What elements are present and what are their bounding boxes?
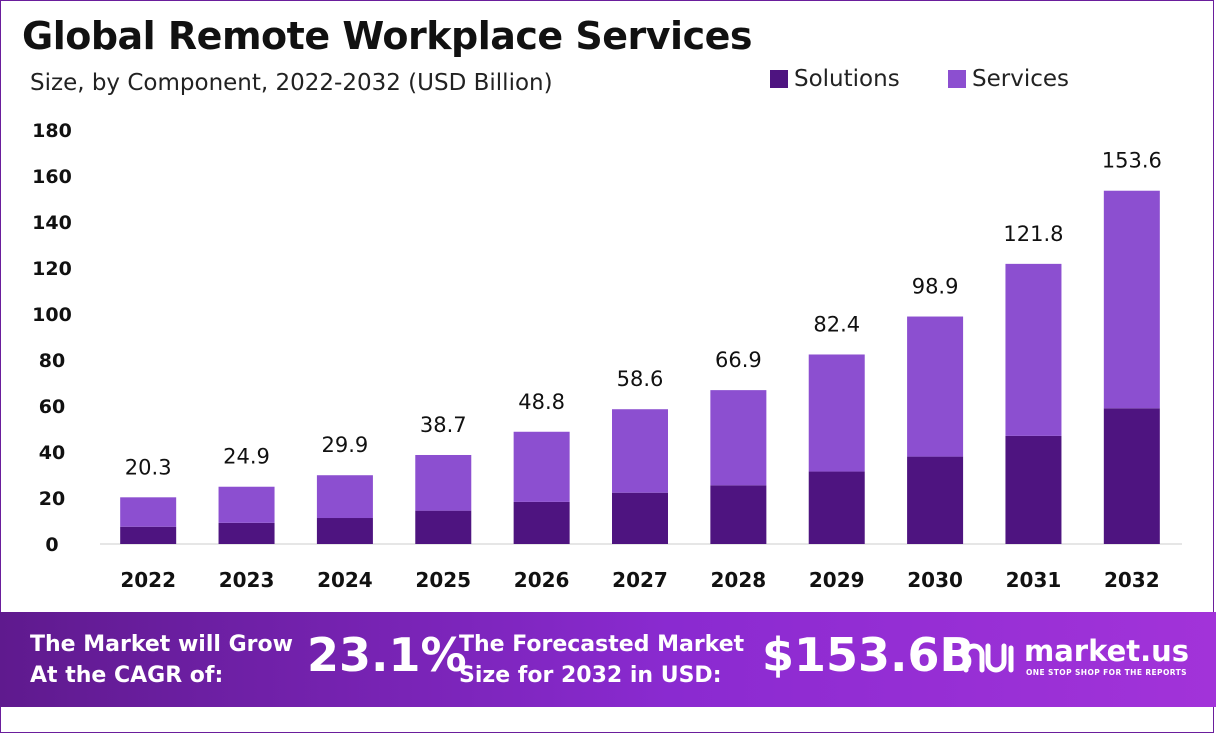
cagr-caption-line1: The Market will Grow bbox=[30, 632, 293, 657]
x-tick-label-2031: 2031 bbox=[1006, 568, 1062, 592]
brand-name: market.us bbox=[1024, 634, 1190, 668]
x-tick-label-2032: 2032 bbox=[1104, 568, 1160, 592]
bar-services-2027 bbox=[612, 409, 668, 493]
chart-title: Global Remote Workplace Services bbox=[22, 14, 753, 58]
legend-label-services: Services bbox=[972, 66, 1069, 92]
summary-banner: The Market will Grow At the CAGR of: 23.… bbox=[0, 612, 1216, 707]
bar-services-2023 bbox=[218, 486, 275, 523]
bar-services-2026 bbox=[513, 431, 570, 502]
cagr-caption-line2: At the CAGR of: bbox=[30, 663, 224, 688]
bar-services-2022 bbox=[120, 497, 177, 527]
bar-solutions-2025 bbox=[415, 510, 472, 544]
x-tick-label-2026: 2026 bbox=[514, 568, 570, 592]
bar-solutions-2032 bbox=[1103, 408, 1160, 544]
x-tick-label-2022: 2022 bbox=[120, 568, 176, 592]
legend-swatch-solutions bbox=[770, 70, 788, 88]
forecast-caption-line1: The Forecasted Market bbox=[459, 632, 745, 657]
bar-chart: 0 20 40 60 80 100 120 140 160 180 20.3 2022 24.9 2023… bbox=[32, 120, 1182, 592]
data-label-2022: 20.3 bbox=[125, 455, 172, 479]
bar-services-2025 bbox=[415, 454, 472, 511]
data-label-2030: 98.9 bbox=[912, 275, 959, 299]
bar-services-2031 bbox=[1005, 263, 1062, 436]
y-tick-label-120: 120 bbox=[32, 258, 72, 280]
bar-services-2029 bbox=[808, 354, 865, 472]
x-tick-label-2029: 2029 bbox=[809, 568, 865, 592]
bar-solutions-2026 bbox=[513, 501, 570, 544]
forecast-caption: The Forecasted Market Size for 2032 in U… bbox=[459, 629, 744, 691]
x-tick-label-2030: 2030 bbox=[907, 568, 963, 592]
y-tick-label-80: 80 bbox=[39, 350, 65, 372]
y-tick-label-40: 40 bbox=[39, 442, 65, 464]
bar-solutions-2024 bbox=[316, 518, 373, 544]
data-label-2026: 48.8 bbox=[518, 390, 565, 414]
bar-solutions-2028 bbox=[710, 485, 767, 544]
data-label-2029: 82.4 bbox=[813, 312, 860, 336]
y-tick-label-0: 0 bbox=[45, 534, 58, 556]
y-tick-label-20: 20 bbox=[39, 488, 65, 510]
y-tick-label-60: 60 bbox=[39, 396, 65, 418]
forecast-caption-line2: Size for 2032 in USD: bbox=[459, 663, 722, 688]
market-us-logo-icon bbox=[963, 643, 1014, 673]
x-tick-label-2023: 2023 bbox=[219, 568, 275, 592]
x-tick-label-2025: 2025 bbox=[415, 568, 471, 592]
data-label-2027: 58.6 bbox=[617, 367, 664, 391]
cagr-caption: The Market will Grow At the CAGR of: bbox=[30, 629, 293, 691]
bar-solutions-2022 bbox=[120, 526, 177, 544]
y-tick-label-140: 140 bbox=[32, 212, 72, 234]
data-label-2025: 38.7 bbox=[420, 413, 467, 437]
data-label-2031: 121.8 bbox=[1003, 222, 1063, 246]
x-tick-label-2027: 2027 bbox=[612, 568, 668, 592]
y-tick-label-100: 100 bbox=[32, 304, 72, 326]
brand-tagline: ONE STOP SHOP FOR THE REPORTS bbox=[1026, 668, 1187, 677]
data-label-2023: 24.9 bbox=[223, 445, 270, 469]
data-label-2024: 29.9 bbox=[322, 433, 369, 457]
legend-item-solutions: Solutions bbox=[770, 66, 900, 92]
legend-swatch-services bbox=[948, 70, 966, 88]
legend-label-solutions: Solutions bbox=[794, 66, 900, 92]
forecast-value: $153.6B bbox=[762, 628, 975, 682]
x-tick-label-2024: 2024 bbox=[317, 568, 373, 592]
bar-services-2030 bbox=[907, 316, 964, 457]
bar-solutions-2031 bbox=[1005, 435, 1062, 544]
chart-subtitle: Size, by Component, 2022-2032 (USD Billi… bbox=[30, 70, 553, 96]
bar-services-2024 bbox=[316, 475, 373, 519]
data-label-2032: 153.6 bbox=[1102, 149, 1162, 173]
cagr-value: 23.1% bbox=[307, 628, 467, 682]
bar-solutions-2029 bbox=[808, 471, 865, 544]
bar-solutions-2030 bbox=[907, 456, 964, 544]
y-tick-label-180: 180 bbox=[32, 120, 72, 142]
y-tick-label-160: 160 bbox=[32, 166, 72, 188]
bar-services-2028 bbox=[710, 390, 767, 486]
legend-item-services: Services bbox=[948, 66, 1069, 92]
bar-solutions-2023 bbox=[218, 522, 275, 544]
x-tick-label-2028: 2028 bbox=[711, 568, 767, 592]
bar-services-2032 bbox=[1103, 190, 1160, 409]
data-label-2028: 66.9 bbox=[715, 348, 762, 372]
bar-solutions-2027 bbox=[612, 492, 668, 544]
